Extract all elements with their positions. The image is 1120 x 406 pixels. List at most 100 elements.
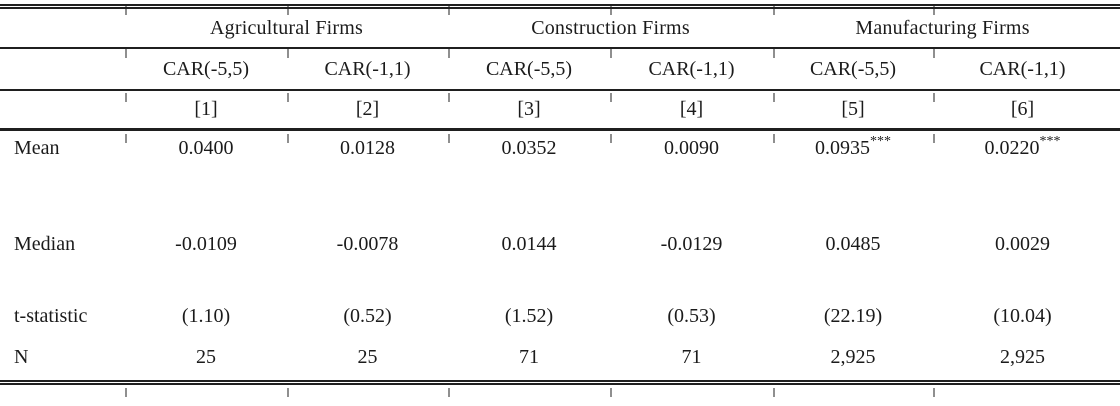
table-cell: (10.04) — [933, 298, 1120, 341]
cell-value: 0.0400 — [178, 136, 234, 159]
column-boundary-tick — [287, 93, 289, 102]
table-cell: 71 — [448, 341, 610, 380]
cell-value: 25 — [196, 346, 216, 368]
column-header-row: CAR(-5,5) CAR(-1,1) CAR(-5,5) CAR(-1,1) … — [0, 48, 1120, 90]
column-boundary-tick — [933, 93, 935, 102]
column-header: CAR(-1,1) — [979, 57, 1066, 80]
column-number-row: [1] [2] [3] [4] [5] [6] — [0, 90, 1120, 129]
column-number: [2] — [355, 97, 380, 120]
cell-value: (10.04) — [993, 305, 1052, 327]
table-cell: 0.0485 — [773, 221, 933, 298]
table-cell: 0.0352 — [448, 129, 610, 221]
table-cell: (1.52) — [448, 298, 610, 341]
column-boundary-tick — [773, 49, 775, 58]
column-boundary-tick — [287, 49, 289, 58]
cell-value: 0.0144 — [501, 233, 557, 255]
column-boundary-tick — [287, 388, 289, 397]
column-number: [5] — [841, 97, 865, 120]
car-results-table: Agricultural Firms Construction Firms Ma… — [0, 4, 1120, 397]
cell-value: (1.10) — [181, 305, 231, 327]
table-cell: 0.0128 — [287, 129, 448, 221]
group-header-construction: Construction Firms — [531, 16, 690, 39]
table-cell: 0.0090 — [610, 129, 773, 221]
column-boundary-tick — [125, 49, 127, 58]
cell-value: (1.52) — [504, 305, 554, 327]
column-boundary-tick — [287, 6, 289, 15]
group-header-agricultural: Agricultural Firms — [209, 16, 364, 39]
cell-value: 0.0352 — [501, 136, 557, 159]
column-boundary-tick — [448, 49, 450, 58]
column-boundary-tick — [610, 49, 612, 58]
column-boundary-tick — [448, 388, 450, 397]
row-label: Median — [14, 233, 76, 255]
table-row-median: Median -0.0109 -0.0078 0.0144 -0.0129 0.… — [0, 221, 1120, 298]
column-boundary-tick — [773, 6, 775, 15]
top-double-rule — [0, 4, 1120, 9]
table-cell: 0.0144 — [448, 221, 610, 298]
column-boundary-tick — [933, 49, 935, 58]
corner-cell — [0, 48, 125, 90]
column-header: CAR(-5,5) — [485, 57, 573, 80]
column-boundary-tick — [448, 134, 450, 143]
cell-value: -0.0109 — [175, 233, 237, 255]
column-boundary-tick — [610, 93, 612, 102]
column-number: [6] — [1010, 97, 1035, 120]
cell-value: 0.0935 — [815, 136, 870, 159]
column-boundary-tick — [125, 388, 127, 397]
car-table: Agricultural Firms Construction Firms Ma… — [0, 9, 1120, 380]
row-label: t-statistic — [14, 305, 88, 327]
column-boundary-tick — [773, 388, 775, 397]
column-header: CAR(-5,5) — [809, 57, 897, 80]
column-number: [1] — [194, 97, 218, 120]
significance-stars: *** — [1039, 133, 1061, 149]
cell-value: (0.52) — [343, 305, 392, 327]
column-header: CAR(-1,1) — [648, 57, 735, 80]
cell-value: 25 — [357, 346, 378, 368]
column-boundary-tick — [448, 6, 450, 15]
cell-value: (0.53) — [667, 305, 716, 327]
column-boundary-tick — [610, 388, 612, 397]
column-boundary-tick — [933, 388, 935, 397]
cell-value: -0.0078 — [336, 233, 399, 255]
group-header-row: Agricultural Firms Construction Firms Ma… — [0, 9, 1120, 48]
cell-value: 71 — [681, 346, 702, 368]
cell-value: 2,925 — [1000, 346, 1045, 368]
cell-value: 2,925 — [830, 346, 876, 368]
column-boundary-tick — [287, 134, 289, 143]
column-boundary-tick — [125, 6, 127, 15]
table-cell: 2,925 — [933, 341, 1120, 380]
table-cell: (22.19) — [773, 298, 933, 341]
column-boundary-tick — [125, 93, 127, 102]
table-cell: (1.10) — [125, 298, 287, 341]
group-header-manufacturing: Manufacturing Firms — [855, 16, 1030, 39]
table-cell: -0.0078 — [287, 221, 448, 298]
cell-value: -0.0129 — [660, 233, 723, 255]
cell-value: 71 — [519, 346, 539, 368]
bottom-double-rule — [0, 380, 1120, 385]
table-row-tstatistic: t-statistic (1.10) (0.52) (1.52) (0.53) … — [0, 298, 1120, 341]
table-cell: 0.0029 — [933, 221, 1120, 298]
cell-value: 0.0029 — [995, 233, 1050, 255]
column-boundary-tick — [933, 134, 935, 143]
column-boundary-tick — [610, 134, 612, 143]
table-cell: (0.52) — [287, 298, 448, 341]
table-cell: 0.0400 — [125, 129, 287, 221]
table-cell: 2,925 — [773, 341, 933, 380]
column-boundary-tick — [125, 134, 127, 143]
row-label: Mean — [14, 136, 60, 159]
column-number: [3] — [517, 97, 541, 120]
column-number: [4] — [679, 97, 704, 120]
cell-value: 0.0220 — [984, 136, 1040, 159]
table-cell: 25 — [287, 341, 448, 380]
table-cell: 0.0935*** — [773, 129, 933, 221]
corner-cell — [0, 90, 125, 129]
column-boundary-tick — [773, 93, 775, 102]
table-row-n: N 25 25 71 71 2,925 2,925 — [0, 341, 1120, 380]
table-row-mean: Mean 0.0400 0.0128 0.0352 0.0090 0.0935*… — [0, 129, 1120, 221]
corner-cell — [0, 9, 125, 48]
column-boundary-tick — [448, 93, 450, 102]
row-label: N — [14, 346, 29, 368]
column-boundary-tick — [610, 6, 612, 15]
column-header: CAR(-5,5) — [162, 57, 250, 80]
